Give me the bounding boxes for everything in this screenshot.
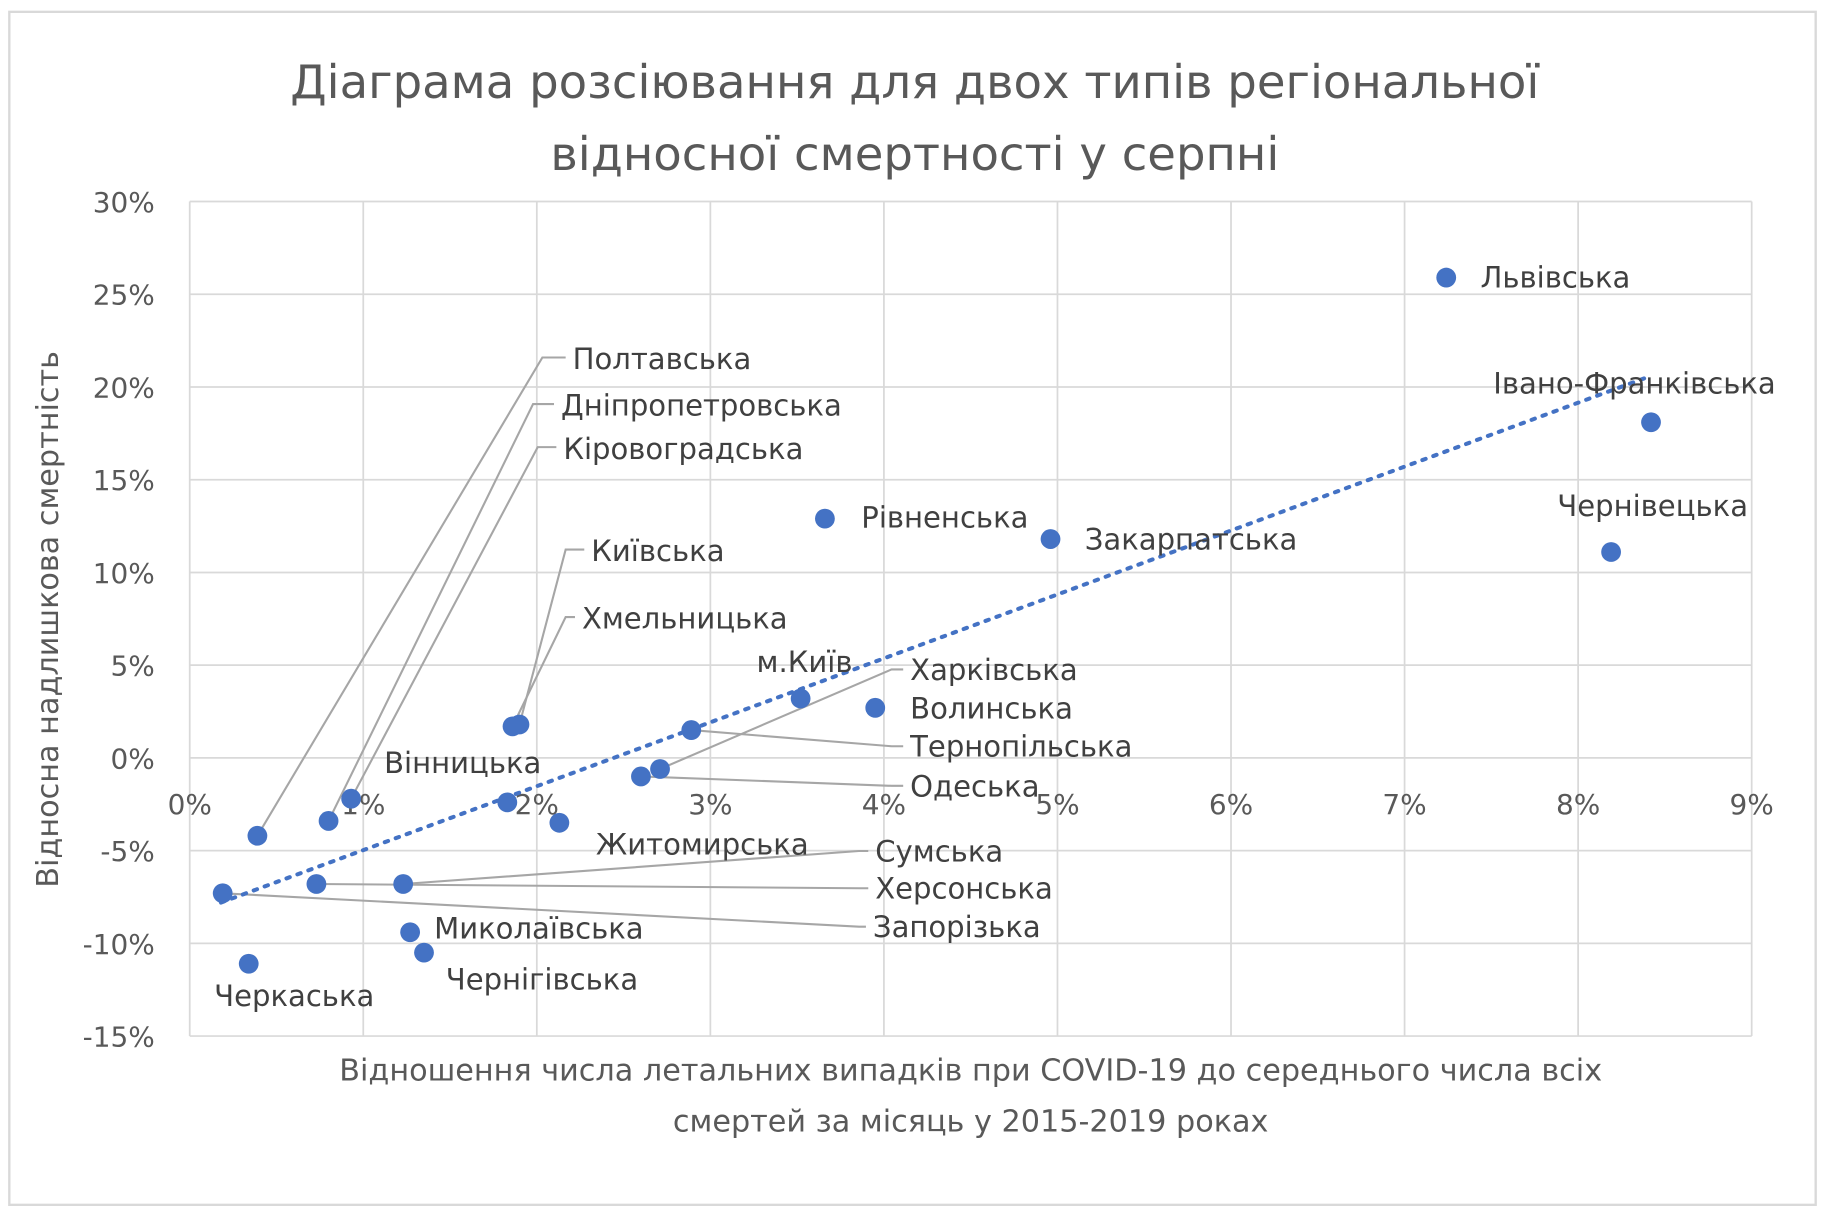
data-point <box>631 766 651 787</box>
data-label: Волинська <box>910 691 1073 725</box>
data-point <box>681 720 702 740</box>
data-point <box>790 688 811 709</box>
chart-title-line1: Діаграма розсіювання для двох типів регі… <box>290 55 1540 109</box>
gridlines <box>188 200 1753 1037</box>
x-tick-label: 9% <box>1730 788 1774 821</box>
data-point <box>238 953 259 974</box>
data-point <box>497 792 518 813</box>
data-point <box>1601 542 1621 562</box>
data-label: Кіровоградська <box>563 432 803 466</box>
trendline <box>218 373 1654 905</box>
data-label: Вінницька <box>384 746 541 780</box>
data-point <box>212 883 233 904</box>
data-label: Івано-Франківська <box>1493 367 1775 401</box>
data-point <box>393 874 414 894</box>
x-tick-label: 4% <box>862 788 906 821</box>
data-labels: Львівська Івано-Франківська Чернівецька Рів… <box>214 261 1776 1013</box>
leader-line <box>640 775 904 787</box>
y-tick-label: 5% <box>111 650 155 683</box>
y-tick-label: 20% <box>93 371 155 404</box>
data-label: Дніпропетровська <box>561 389 842 423</box>
data-point <box>1040 529 1061 549</box>
y-tick-label: 15% <box>93 464 155 497</box>
x-tick-label: 8% <box>1556 788 1600 821</box>
y-tick-label: -15% <box>83 1021 155 1054</box>
y-tick-label: 25% <box>93 279 155 312</box>
data-point <box>414 942 434 963</box>
leader-line <box>659 668 904 770</box>
leader-line <box>511 616 575 727</box>
leader-line <box>691 729 904 748</box>
data-label: Львівська <box>1480 261 1630 295</box>
leader-line <box>256 356 566 837</box>
x-axis-label-line2: смертей за місяць у 2015-2019 роках <box>673 1105 1269 1140</box>
leader-line <box>518 548 585 725</box>
data-label: Миколаївська <box>434 911 643 945</box>
data-label: Житомирська <box>596 827 809 861</box>
data-label: Рівненська <box>861 500 1028 534</box>
y-tick-label: -10% <box>83 928 155 961</box>
chart-title-line2: відносної смертності у серпні <box>550 127 1279 181</box>
data-point <box>247 825 268 846</box>
data-label: Сумська <box>875 834 1003 868</box>
data-point <box>865 697 886 718</box>
y-tick-label: -5% <box>100 835 154 868</box>
leader-line <box>403 849 869 886</box>
chart-border <box>8 10 1817 1206</box>
tick-labels: 0% 1% 2% 3% 4% 5% 6% 7% 8% 9%30%25%20%15%10%5%0%-… <box>83 186 1774 1054</box>
data-label: Київська <box>591 534 724 568</box>
data-point <box>502 716 523 737</box>
data-label: Черкаська <box>214 979 374 1013</box>
data-point <box>400 922 421 943</box>
x-tick-label: 3% <box>688 788 732 821</box>
y-tick-label: 30% <box>93 186 155 219</box>
leader-line <box>222 892 866 928</box>
leader-line <box>350 446 557 800</box>
data-label: м.Київ <box>757 645 853 679</box>
data-point <box>549 812 570 833</box>
leader-lines <box>222 356 904 928</box>
data-label: Тернопільська <box>909 730 1132 764</box>
x-tick-label: 7% <box>1382 788 1426 821</box>
data-label: Полтавська <box>573 342 752 376</box>
data-label: Харківська <box>910 653 1077 687</box>
x-tick-label: 5% <box>1035 788 1079 821</box>
data-point <box>341 788 362 809</box>
data-point <box>650 759 670 779</box>
data-point <box>306 874 327 894</box>
trendline-group <box>218 373 1654 905</box>
data-label: Чернігівська <box>446 963 638 997</box>
data-label: Одеська <box>910 769 1039 803</box>
y-tick-label: 10% <box>93 557 155 590</box>
data-label: Хмельницька <box>582 602 788 636</box>
data-label: Закарпатська <box>1085 523 1298 557</box>
x-axis-label-line1: Відношення числа летальних випадків при … <box>339 1053 1602 1088</box>
leader-line <box>316 882 869 890</box>
data-label: Запорізька <box>873 910 1041 944</box>
data-point <box>1641 412 1661 433</box>
data-point <box>815 508 835 529</box>
leader-line <box>327 403 555 822</box>
data-point <box>1436 267 1457 288</box>
y-axis-label: Відносна надлишкова смертність <box>31 351 66 888</box>
data-label: Чернівецька <box>1557 489 1748 523</box>
data-points <box>212 267 1661 974</box>
x-tick-label: 0% <box>168 788 212 821</box>
x-tick-label: 6% <box>1209 788 1253 821</box>
data-point <box>318 811 339 831</box>
y-tick-label: 0% <box>111 742 155 775</box>
data-label: Херсонська <box>875 872 1053 906</box>
x-tick-label: 2% <box>515 788 559 821</box>
